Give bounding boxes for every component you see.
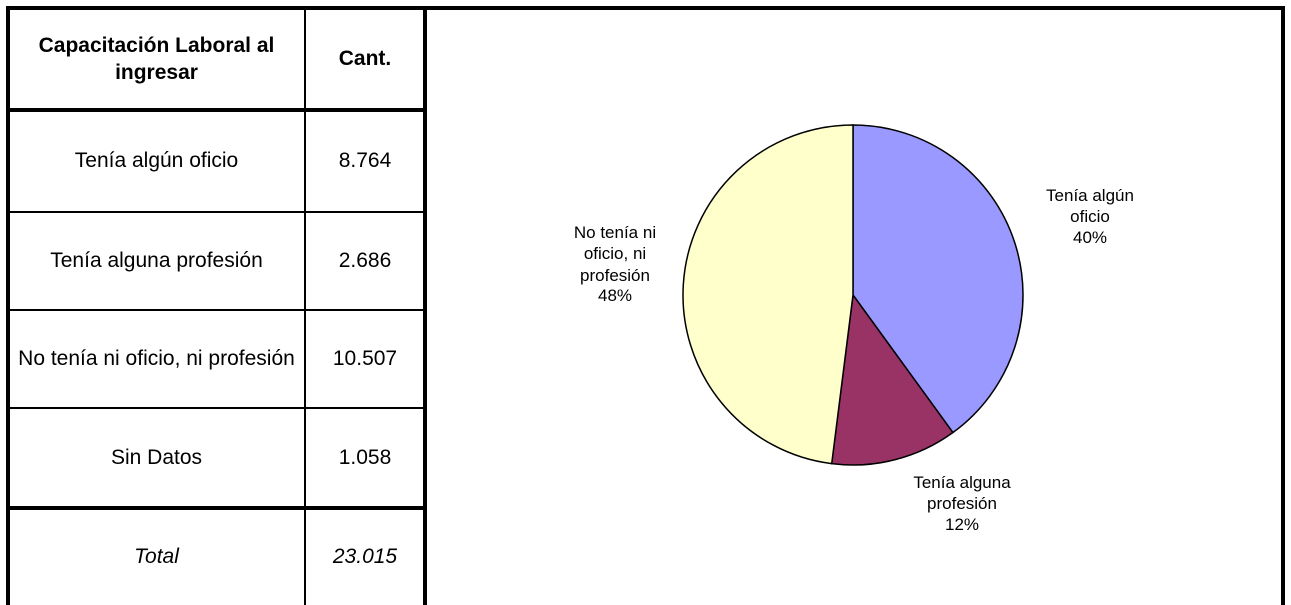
rule	[6, 6, 10, 605]
total-cell: 23.015	[332, 544, 398, 568]
slice-percent: 48%	[597, 286, 633, 305]
rule	[423, 6, 427, 605]
rule	[6, 108, 427, 112]
table-cell: 2.686	[338, 249, 392, 273]
table-cell: Sin Datos	[110, 446, 203, 470]
pie-slice	[852, 124, 1024, 434]
total-cell: Total	[134, 544, 179, 568]
header-cell: Capacitación Laboral al ingresar	[38, 33, 275, 84]
slice-label: No tenía ni oficio, ni profesión	[573, 223, 657, 285]
pie-slice	[682, 124, 854, 465]
table-cell: 10.507	[332, 347, 398, 371]
table-cell: 8.764	[338, 149, 392, 173]
table-cell: Tenía algún oficio	[74, 149, 239, 173]
pie-slice	[830, 293, 954, 466]
rule	[8, 407, 425, 409]
rule	[8, 211, 425, 213]
header-cell: Cant.	[338, 47, 392, 71]
slice-label: Tenía alguna profesión	[913, 473, 1011, 514]
rule	[6, 6, 1285, 10]
slice-percent: 12%	[944, 515, 980, 534]
table-cell: Tenía alguna profesión	[50, 249, 263, 273]
table-cell: No tenía ni oficio, ni profesión	[18, 347, 295, 371]
rule	[304, 8, 306, 605]
slice-label: Tenía algún oficio	[1046, 186, 1134, 227]
rule	[8, 309, 425, 311]
table-cell: 1.058	[338, 446, 392, 470]
rule	[6, 506, 427, 510]
rule	[1281, 6, 1285, 605]
slice-percent: 40%	[1072, 228, 1108, 247]
